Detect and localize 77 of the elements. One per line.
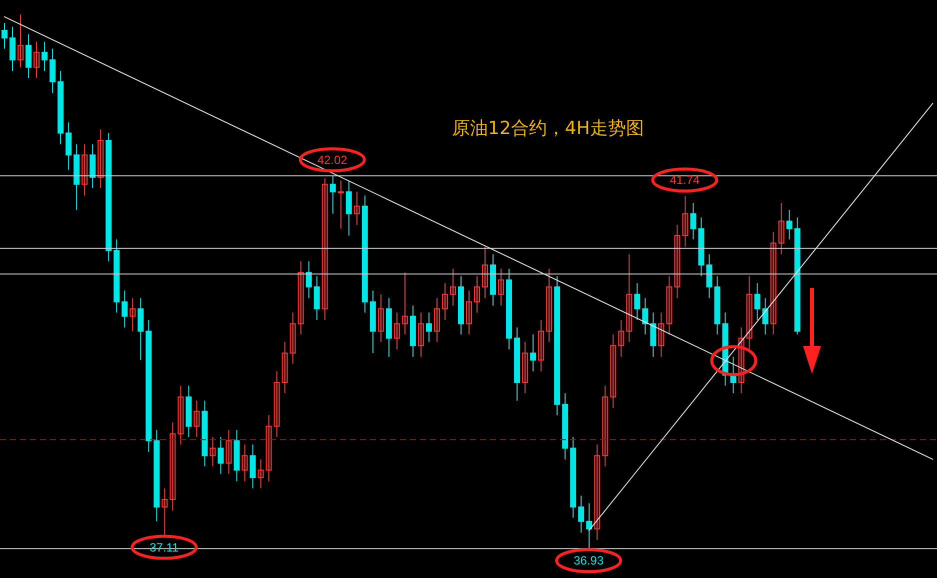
candlestick [42, 41, 48, 72]
candlestick [530, 334, 536, 372]
candlestick [314, 276, 320, 320]
candlestick [330, 175, 336, 214]
annotation: 42.02 [317, 152, 348, 167]
candlestick [786, 209, 792, 240]
candlestick [306, 260, 312, 299]
candlestick [266, 414, 272, 482]
candlestick [402, 272, 408, 335]
candlestick [138, 298, 144, 361]
candlestick [162, 488, 168, 536]
candlestick [450, 268, 456, 306]
candlestick [242, 444, 248, 482]
candlestick [746, 276, 752, 350]
candlestick [394, 312, 400, 350]
candlestick [434, 298, 440, 342]
candlestick [770, 231, 776, 335]
candlestick [602, 385, 608, 467]
candlestick [194, 400, 200, 438]
candlestick [50, 48, 56, 94]
candlestick [426, 312, 432, 342]
candlestick [682, 196, 688, 248]
candlestick [354, 191, 360, 226]
candlestick [546, 268, 552, 342]
candlestick [626, 254, 632, 342]
candlestick [754, 282, 760, 320]
candlestick [482, 246, 488, 299]
candlestick [706, 254, 712, 299]
candlestick [274, 370, 280, 438]
candlestick [650, 312, 656, 358]
candlestick [298, 260, 304, 335]
candlestick [338, 180, 344, 230]
candlestick [10, 26, 16, 72]
candlestick [250, 444, 256, 489]
candlestick [346, 180, 352, 236]
candlestick [538, 319, 544, 372]
candlestick [322, 178, 328, 320]
candlestick [594, 444, 600, 541]
text: 原油12合约，4H走势图 [452, 117, 644, 140]
candlestick [130, 298, 136, 332]
candlestick [122, 290, 128, 328]
candlestick [282, 341, 288, 394]
candlestick [258, 458, 264, 489]
candlestick [498, 268, 504, 306]
candlestick [90, 144, 96, 189]
candlestick [658, 312, 664, 358]
candlestick [218, 436, 224, 474]
candlestick [178, 385, 184, 445]
candlestick [642, 298, 648, 335]
candlestick [18, 14, 24, 68]
candlestick [618, 319, 624, 358]
candlestick [290, 312, 296, 364]
candlestick [226, 430, 232, 474]
candlestick [666, 276, 672, 335]
candlestick [98, 128, 104, 189]
candlestick [82, 144, 88, 196]
candlestick [418, 312, 424, 358]
candlestick [2, 22, 8, 50]
candlestick [210, 436, 216, 467]
candlestick [442, 282, 448, 320]
candlestick [34, 41, 40, 78]
candlestick [170, 422, 176, 512]
candlestick [690, 202, 696, 240]
candlestick [610, 334, 616, 409]
candlestick [522, 341, 528, 394]
candlestick [66, 122, 72, 170]
candlestick [634, 282, 640, 320]
annotation: 41.74 [670, 173, 700, 188]
annotation: 36.93 [574, 554, 604, 568]
candlestick [474, 276, 480, 314]
candlestick [578, 495, 584, 534]
candlestick [674, 224, 680, 299]
candlestick [26, 34, 32, 78]
candlestick [378, 294, 384, 342]
candlestick [466, 290, 472, 335]
candlestick [778, 202, 784, 255]
candlestick [586, 502, 592, 550]
